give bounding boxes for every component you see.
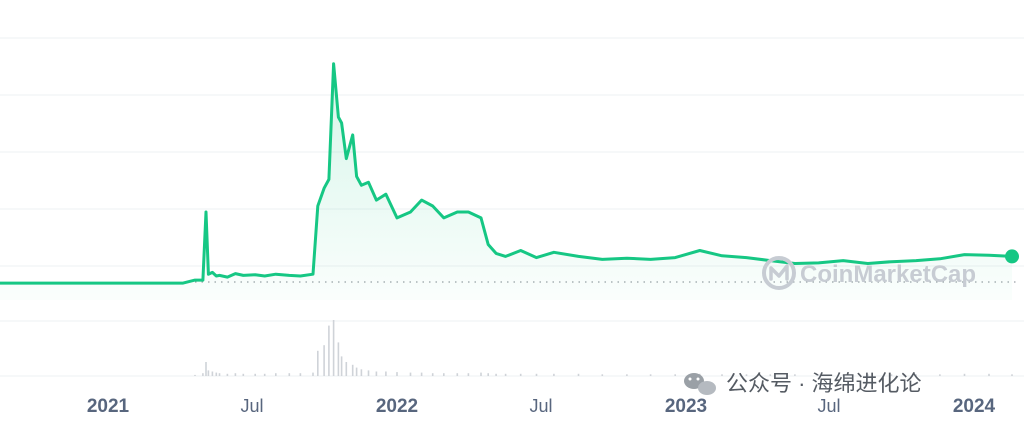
watermark-text: CoinMarketCap [800, 261, 976, 288]
volume-bar [963, 373, 966, 376]
volume-bar [360, 369, 363, 376]
volume-bar [420, 372, 423, 376]
volume-bar [254, 373, 256, 376]
volume-bar [769, 374, 772, 376]
volume-bar [601, 374, 604, 376]
x-tick-label: 2022 [376, 396, 418, 417]
volume-bar [194, 374, 196, 376]
volume-bar [396, 372, 398, 376]
volume-bar [467, 373, 470, 376]
volume-bar [288, 373, 291, 376]
volume-bar [375, 371, 378, 376]
volume-bar [487, 373, 489, 376]
volume-bar [385, 371, 387, 376]
x-axis: 2021 Jul 2022 Jul 2023 Jul 2024 [87, 396, 996, 417]
volume-bar [337, 342, 340, 376]
volume-bar [211, 371, 214, 376]
volume-bar [345, 362, 348, 376]
volume-bar [409, 372, 412, 376]
volume-bar [745, 374, 748, 376]
volume-bar [234, 373, 237, 376]
coinmarketcap-logo-icon [762, 256, 796, 290]
volume-bar [205, 362, 207, 376]
volume-bar [367, 370, 370, 376]
volume-bars [194, 320, 1013, 376]
volume-bar [988, 373, 990, 376]
x-tick-label: 2021 [87, 396, 130, 417]
volume-bar [431, 373, 434, 376]
volume-bar [626, 374, 628, 376]
volume-bar [226, 373, 229, 376]
volume-bar [456, 373, 459, 376]
volume-bar [939, 374, 941, 376]
footer-text: 公众号 · 海绵进化论 [726, 371, 922, 396]
volume-bar [312, 372, 314, 376]
coinmarketcap-watermark: CoinMarketCap [762, 256, 976, 290]
volume-bar [317, 350, 319, 376]
latest-price-marker [1005, 249, 1019, 264]
price-line [0, 62, 1014, 285]
volume-bar [495, 373, 497, 376]
volume-bar [1011, 374, 1013, 376]
volume-bar [577, 373, 580, 376]
volume-bar [721, 374, 723, 376]
x-tick-label: Jul [529, 396, 552, 416]
volume-bar [332, 320, 335, 376]
volume-bar [275, 373, 277, 376]
footer-caption: 公众号 · 海绵进化论 [684, 371, 922, 396]
x-tick-label: 2023 [665, 396, 707, 417]
volume-bar [535, 373, 538, 376]
volume-bar [553, 373, 555, 376]
volume-bar [842, 374, 844, 376]
volume-bar [207, 370, 210, 376]
volume-bar [218, 373, 221, 376]
volume-bar [674, 374, 676, 376]
volume-bar [263, 373, 266, 376]
price-area [0, 63, 1012, 300]
wechat-icon [684, 373, 716, 395]
volume-bar [504, 373, 507, 376]
volume-bar [915, 374, 917, 376]
volume-bar [867, 374, 869, 376]
volume-bar [328, 325, 330, 376]
volume-bar [443, 373, 445, 376]
volume-bar [340, 356, 343, 376]
volume-bar [242, 373, 245, 376]
x-tick-label: Jul [240, 396, 263, 416]
x-tick-label: Jul [817, 396, 840, 416]
volume-bar [202, 373, 204, 376]
volume-bar [480, 372, 482, 376]
x-tick-label: 2024 [953, 396, 996, 417]
volume-bar [794, 374, 796, 376]
volume-bar [355, 367, 358, 376]
volume-bar [519, 373, 522, 376]
volume-bar [351, 364, 354, 376]
volume-bar [299, 373, 302, 376]
volume-bar [649, 374, 652, 376]
grid [0, 37, 1024, 377]
volume-bar [817, 374, 820, 376]
volume-bar [215, 372, 218, 376]
volume-bar [323, 345, 325, 376]
volume-bar [890, 374, 893, 376]
